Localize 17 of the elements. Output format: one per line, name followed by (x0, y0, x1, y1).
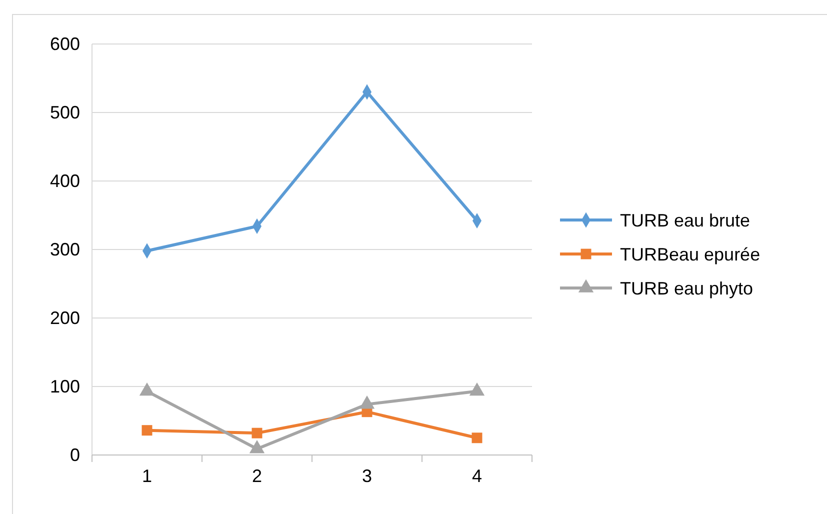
point (472, 432, 482, 444)
y-tick-label: 300 (50, 239, 80, 260)
y-tick-label: 200 (50, 308, 80, 328)
y-tick-label: 100 (50, 376, 80, 396)
point (142, 425, 152, 436)
legend-label: TURB eau brute (620, 210, 750, 230)
y-tick-label: 400 (50, 170, 80, 191)
y-tick-label: 500 (50, 102, 80, 122)
x-tick-label: 2 (252, 466, 262, 486)
point (252, 428, 262, 438)
x-tick-label: 3 (362, 466, 372, 486)
y-tick-label: 0 (70, 444, 80, 465)
legend-label: TURB eau phyto (620, 278, 754, 298)
legend-label: TURBeau epurée (620, 244, 760, 264)
x-tick-label: 1 (142, 466, 152, 486)
y-tick-label: 600 (50, 34, 80, 54)
x-tick-label: 4 (472, 466, 482, 486)
